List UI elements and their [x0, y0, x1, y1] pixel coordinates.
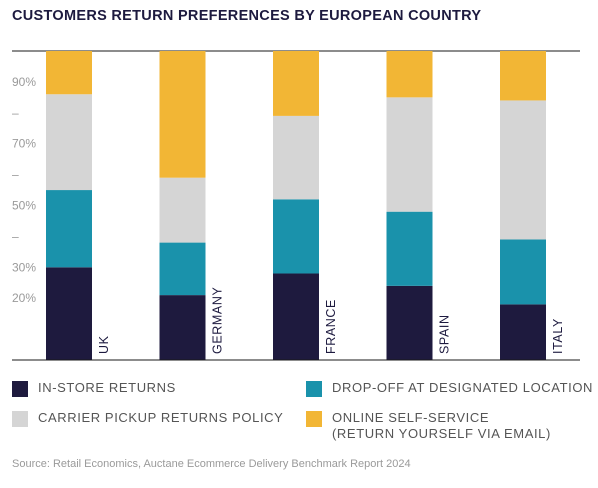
bar-segment — [159, 51, 206, 178]
bar-segment — [159, 295, 206, 360]
chart-title: CUSTOMERS RETURN PREFERENCES BY EUROPEAN… — [12, 8, 482, 24]
bar-segment — [46, 190, 92, 268]
y-tick-label: – — [12, 106, 19, 120]
legend-item: IN-STORE RETURNS — [12, 380, 176, 397]
bar-segment — [386, 285, 433, 360]
y-tick-label: 30% — [12, 260, 36, 274]
bar-segment — [273, 115, 319, 200]
legend-swatch — [306, 381, 322, 397]
category-label: SPAIN — [438, 314, 452, 354]
y-tick-label: 20% — [12, 291, 36, 305]
y-tick-label: – — [12, 168, 19, 182]
bar-segment — [159, 242, 206, 296]
stacked-bar-chart: 20% 30% – 50% – 70% – 90% UK GERMANY FRANCE SPAIN IT… — [12, 50, 580, 361]
bar-segment — [500, 304, 546, 360]
y-tick-label: 70% — [12, 137, 36, 151]
legend-label: IN-STORE RETURNS — [38, 380, 176, 395]
bar-segment — [46, 267, 92, 360]
y-tick-label: 50% — [12, 199, 36, 213]
legend-label: DROP-OFF AT DESIGNATED LOCATION — [332, 380, 594, 395]
y-tick-label: 90% — [12, 75, 36, 89]
bar-segment — [386, 97, 433, 212]
bar-segment — [500, 51, 546, 101]
bar-segment — [500, 100, 546, 240]
legend-label: CARRIER PICKUP RETURNS POLICY — [38, 410, 284, 425]
category-label: UK — [97, 335, 111, 354]
legend-swatch — [12, 381, 28, 397]
bar-segment — [386, 211, 433, 286]
bar-segment — [46, 94, 92, 191]
category-label: GERMANY — [211, 287, 225, 354]
bar-segment — [159, 177, 206, 243]
category-label: ITALY — [551, 318, 565, 354]
source-note: Source: Retail Economics, Auctane Ecomme… — [12, 458, 411, 470]
bar-segment — [386, 51, 433, 98]
bar-segment — [273, 199, 319, 274]
y-tick-label: – — [12, 229, 19, 243]
bar-segment — [273, 51, 319, 116]
legend-item: DROP-OFF AT DESIGNATED LOCATION — [306, 380, 593, 397]
bar-segment — [273, 273, 319, 360]
bar-segment — [500, 239, 546, 305]
legend-item: CARRIER PICKUP RETURNS POLICY — [12, 410, 283, 427]
legend-swatch — [306, 411, 322, 427]
bar-segment — [46, 51, 92, 95]
category-label: FRANCE — [324, 299, 338, 354]
legend-label: ONLINE SELF-SERVICE (RETURN YOURSELF VIA… — [332, 410, 551, 441]
legend-item: ONLINE SELF-SERVICE (RETURN YOURSELF VIA… — [306, 410, 551, 442]
legend-swatch — [12, 411, 28, 427]
